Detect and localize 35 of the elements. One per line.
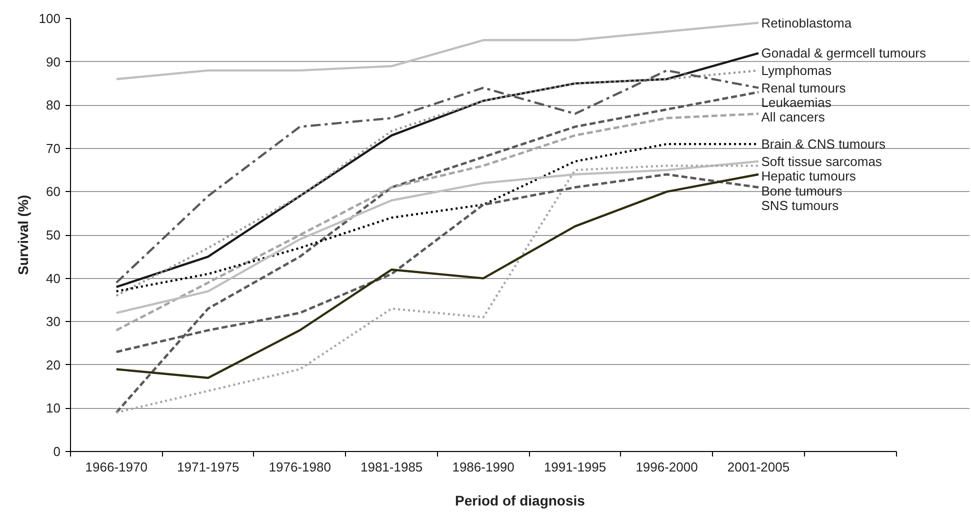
y-tick-label: 20 bbox=[46, 357, 61, 372]
y-tick-label: 0 bbox=[53, 444, 61, 459]
x-tick-label: 1966-1970 bbox=[85, 460, 148, 474]
y-tick-label: 10 bbox=[46, 400, 61, 416]
y-tick-label: 40 bbox=[46, 270, 61, 286]
y-tick-label: 30 bbox=[46, 314, 61, 330]
x-tick-label: 1996-2000 bbox=[636, 460, 698, 474]
y-tick-label: 60 bbox=[46, 184, 61, 200]
series-label: Renal tumours bbox=[761, 80, 846, 96]
line-series bbox=[115, 164, 760, 414]
y-tick-label: 50 bbox=[46, 228, 61, 242]
series-label: Leukaemias bbox=[761, 95, 832, 110]
series-label: Lymphomas bbox=[761, 62, 832, 78]
series-label: Gonadal & germcell tumours bbox=[761, 46, 927, 61]
series-label: Hepatic tumours bbox=[761, 168, 856, 184]
x-tick-label: 1976-1980 bbox=[268, 460, 331, 474]
y-tick-label: 90 bbox=[46, 54, 61, 70]
line-series bbox=[115, 112, 760, 332]
series-label: Brain & CNS tumours bbox=[761, 136, 886, 152]
series-label: SNS tumours bbox=[761, 198, 840, 214]
x-tick-label: 1991-1995 bbox=[544, 460, 606, 474]
y-tick-label: 80 bbox=[46, 98, 61, 113]
series-label: Bone tumours bbox=[761, 183, 843, 198]
y-tick-label: 100 bbox=[38, 11, 61, 26]
x-axis-title: Period of diagnosis bbox=[455, 492, 586, 508]
y-tick-label: 70 bbox=[46, 140, 61, 156]
x-tick-label: 1986-1990 bbox=[452, 460, 514, 474]
y-axis-title: Survival (%) bbox=[14, 194, 31, 276]
x-tick-label: 1981-1985 bbox=[360, 460, 423, 474]
series-label: Soft tissue sarcomas bbox=[761, 154, 882, 169]
line-series bbox=[115, 22, 760, 80]
x-tick-label: 2001-2005 bbox=[727, 460, 790, 474]
series-label: All cancers bbox=[761, 110, 826, 125]
x-tick-label: 1971-1975 bbox=[177, 460, 240, 474]
line-series bbox=[115, 160, 760, 314]
